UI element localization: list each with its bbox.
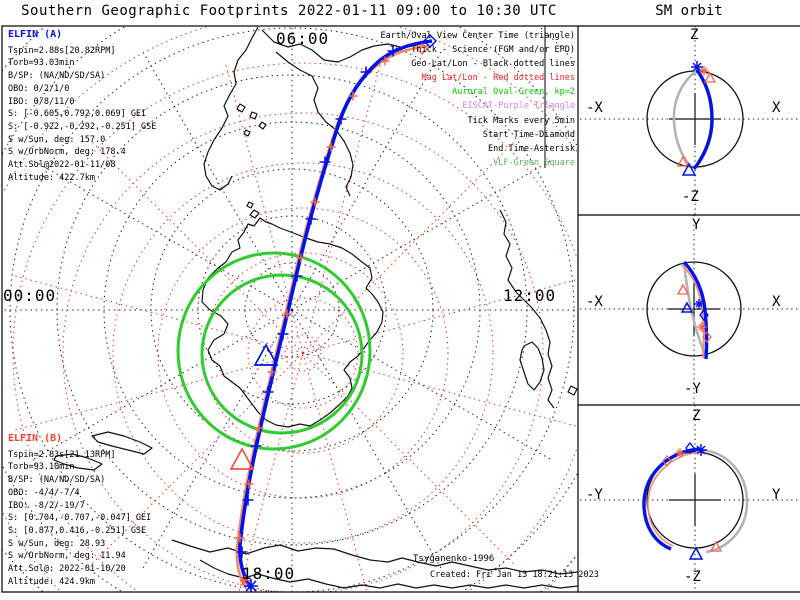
- sm-orbit-center-crosses: [668, 93, 721, 526]
- elfin-b-line: Tspin=2.83s[21.13RPM]: [8, 449, 116, 460]
- geographic-graticule: [2, 26, 578, 592]
- end-asterisk-b: [240, 576, 251, 587]
- sm-orbit-panel-yz: [642, 441, 749, 560]
- elfin-b-line: S w/OrbNorm, deg: 11.94: [8, 551, 126, 562]
- p3-axis-top: Z: [692, 408, 701, 424]
- elfin-b-line: B/SP: (NA/ND/SD/SA): [8, 475, 106, 486]
- p1-axis-top: Z: [690, 27, 699, 43]
- page-title: Southern Geographic Footprints 2022-01-1…: [21, 3, 557, 19]
- elfin-a-line: Tspin=2.88s[20.82RPM]: [8, 45, 116, 56]
- elfin-b-header: ELFIN (B): [8, 433, 63, 444]
- coastline-south-america: [203, 26, 259, 191]
- p2-axis-left: -X: [586, 294, 603, 310]
- coastline-islands: [91, 431, 153, 455]
- elfin-a-line: S w/OrbNorm, deg: 178.4: [8, 147, 126, 158]
- p2-axis-right: X: [772, 294, 781, 310]
- elfin-b-line: S: [0.704,-0.707,-0.047] GEI: [8, 513, 152, 524]
- center-time-triangle-a: [253, 343, 279, 366]
- legend-item: Tick Marks every 5min: [467, 115, 575, 126]
- legend-item: VLF-Green Square: [493, 157, 575, 168]
- track-markers: [229, 33, 438, 592]
- sm-orbit-panel-xy: [676, 260, 712, 360]
- elfin-a-footprint-track: [238, 39, 433, 589]
- magnetic-graticule: [2, 26, 578, 592]
- clock-label-0600: 06:00: [276, 29, 330, 48]
- sm-orbit-axes: [580, 26, 800, 592]
- elfin-b-line: OBO: -4/4/-7/4: [8, 487, 80, 498]
- p1-axis-bottom: -Z: [682, 189, 699, 205]
- legend-item: Earth/Oval View Center Time (triangle): [380, 31, 575, 41]
- elfin-b-line: Altitude: 424.9km: [8, 576, 95, 587]
- elfin-a-line: S: [-0.605,0.792,0.069] GEI: [8, 109, 147, 120]
- elfin-b-line: Att.Sol@: 2022-01-10/20: [8, 564, 126, 575]
- auroral-oval: [176, 251, 372, 451]
- legend-item: Start Time-Diamond: [482, 129, 575, 140]
- p2-axis-top: Y: [692, 217, 701, 233]
- elfin-b-tick-marks: [235, 56, 390, 543]
- p2-axis-bottom: -Y: [684, 381, 701, 397]
- elfin-b-line: S: [0.877,0.416,-0.251] GSE: [8, 525, 147, 536]
- elfin-a-line: Torb=93.03min: [8, 58, 75, 69]
- legend-item: End Time-Asterisk: [488, 143, 575, 154]
- sm-orbit-panel-xz: [672, 61, 717, 176]
- elfin-a-line: Altitude: 422.7km: [8, 172, 95, 183]
- sm-orbit-title: SM orbit: [655, 3, 723, 19]
- end-asterisk-a: [244, 579, 258, 592]
- elfin-b-line: IBO: -8/2/-19/7: [8, 500, 85, 511]
- clock-label-0000: 00:00: [3, 286, 57, 305]
- legend-item: EISCAT-Purple Triangle: [462, 101, 575, 112]
- clock-label-1200: 12:00: [503, 286, 557, 305]
- elfin-a-line: S: [-0.922,-0.292,-0.251] GSE: [8, 121, 157, 132]
- elfin-a-line: Att.Sol@2022-01-11/08: [8, 160, 116, 171]
- elfin-a-line: B/SP: (NA/ND/SD/SA): [8, 71, 106, 82]
- p1-axis-right: X: [772, 100, 781, 116]
- elfin-a-tick-marks: [236, 45, 399, 558]
- elfin-b-line: S w/Sun, deg: 28.93: [8, 538, 106, 549]
- legend-item: Auroral Oval-Green, kp=2: [452, 87, 575, 98]
- p1-axis-left: -X: [586, 100, 603, 116]
- elfin-a-info-panel: ELFIN (A) Tspin=2.88s[20.82RPM] Torb=93.…: [8, 29, 156, 184]
- clock-label-1800: 18:00: [242, 564, 296, 583]
- p3-axis-right: Y: [772, 487, 781, 503]
- model-label: Tsyganenko-1996: [413, 554, 495, 564]
- elfin-a-line: OBO: 0/2/1/0: [8, 83, 70, 94]
- created-timestamp: Created: Fri Jan 13 18:21:13 2023: [430, 570, 599, 580]
- elfin-a-line: IBO: 0/8/11/0: [8, 96, 75, 107]
- auroral-oval-inner: [200, 273, 364, 435]
- elfin-a-header: ELFIN (A): [8, 29, 63, 40]
- center-time-triangle-b: [229, 447, 255, 470]
- coastline-antarctica: [201, 217, 384, 428]
- start-diamond-a: [422, 33, 438, 49]
- start-diamond-b: [416, 43, 428, 55]
- elfin-a-line: S w/Sun, deg: 157.0: [8, 134, 106, 145]
- coastline-bottom: [171, 539, 578, 575]
- elfin-b-info-panel: ELFIN (B) Tspin=2.83s[21.13RPM] Torb=93.…: [8, 433, 151, 588]
- coastlines: [53, 26, 578, 589]
- panel-borders: [1, 25, 800, 593]
- coastline-right: [499, 209, 555, 409]
- map-legend: Earth/Oval View Center Time (triangle) T…: [260, 29, 575, 170]
- p3-axis-bottom: -Z: [684, 569, 701, 585]
- auroral-oval-outer: [176, 251, 372, 451]
- legend-item: Geo Lat/Lon - Black dotted lines: [411, 59, 575, 70]
- legend-item: Thick - Science (FGM and/or EPD): [411, 45, 575, 56]
- legend-item: Mag Lat/Lon - Red dotted lines: [421, 73, 575, 84]
- elfin-b-line: Torb=93.10min: [8, 462, 75, 473]
- p3-axis-left: -Y: [586, 487, 603, 503]
